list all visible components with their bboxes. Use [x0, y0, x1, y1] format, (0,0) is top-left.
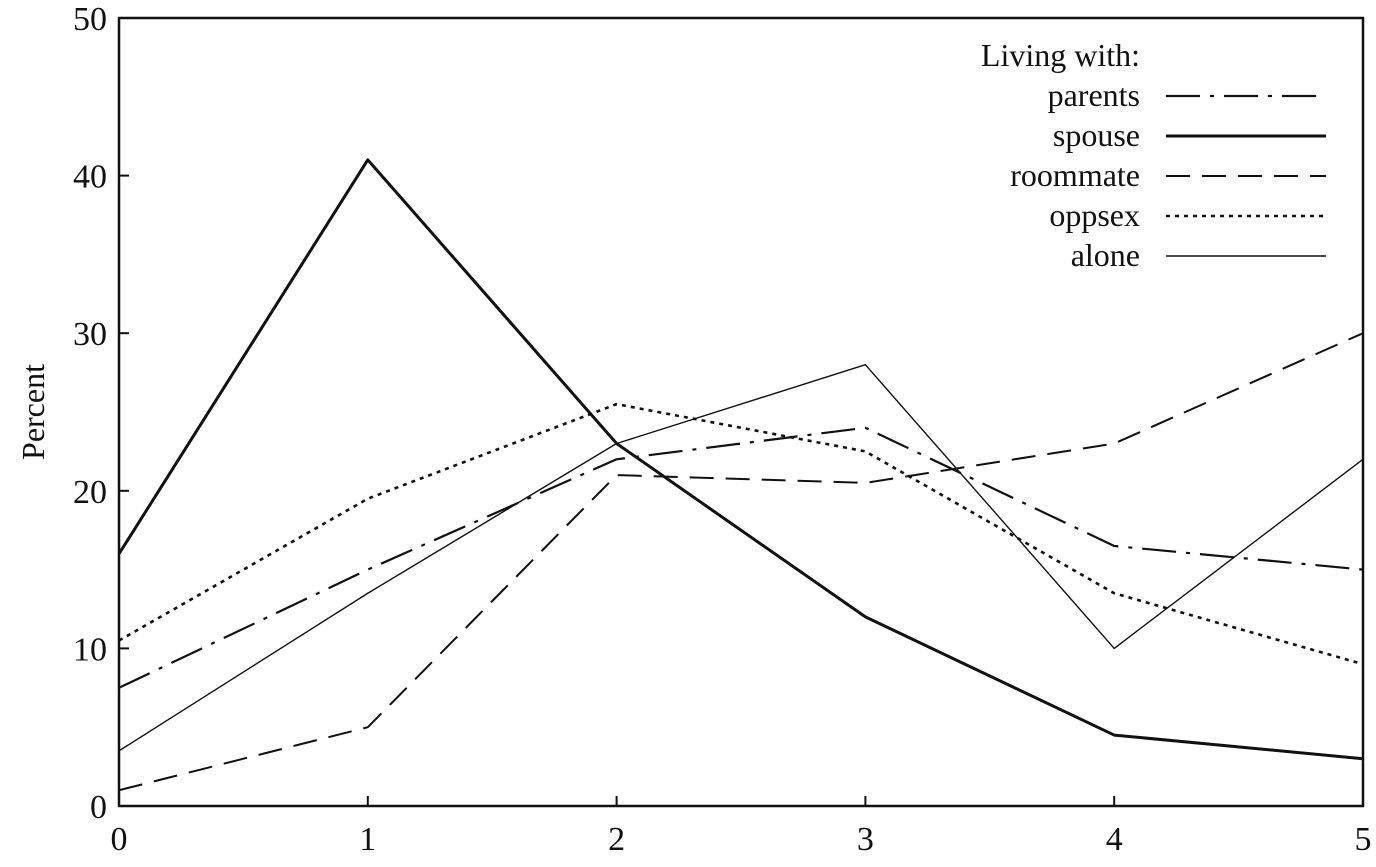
x-tick-label: 1	[359, 821, 376, 858]
y-axis-title: Percent	[15, 364, 51, 460]
series-line-parents	[119, 428, 1363, 688]
series-line-oppsex	[119, 404, 1363, 664]
series-lines	[119, 160, 1363, 790]
y-tick-label: 10	[73, 631, 107, 668]
legend-label-roommate: roommate	[1010, 157, 1140, 193]
legend-label-spouse: spouse	[1053, 117, 1140, 153]
series-line-alone	[119, 365, 1363, 751]
y-tick-label: 20	[73, 474, 107, 511]
legend-label-oppsex: oppsex	[1049, 197, 1140, 233]
series-line-roommate	[119, 333, 1363, 790]
x-tick-label: 4	[1106, 821, 1123, 858]
legend: Living with: parents spouse roommate oppsex…	[981, 37, 1326, 273]
legend-label-parents: parents	[1048, 77, 1140, 113]
y-tick-label: 40	[73, 159, 107, 196]
x-tick-label: 2	[608, 821, 625, 858]
y-tick-label: 0	[90, 789, 107, 826]
series-line-spouse	[119, 160, 1363, 759]
x-tick-label: 3	[857, 821, 874, 858]
y-tick-label: 50	[73, 1, 107, 38]
y-tick-label: 30	[73, 316, 107, 353]
legend-title: Living with:	[981, 37, 1140, 73]
x-tick-label: 0	[111, 821, 128, 858]
x-tick-label: 5	[1355, 821, 1372, 858]
legend-label-alone: alone	[1071, 237, 1140, 273]
